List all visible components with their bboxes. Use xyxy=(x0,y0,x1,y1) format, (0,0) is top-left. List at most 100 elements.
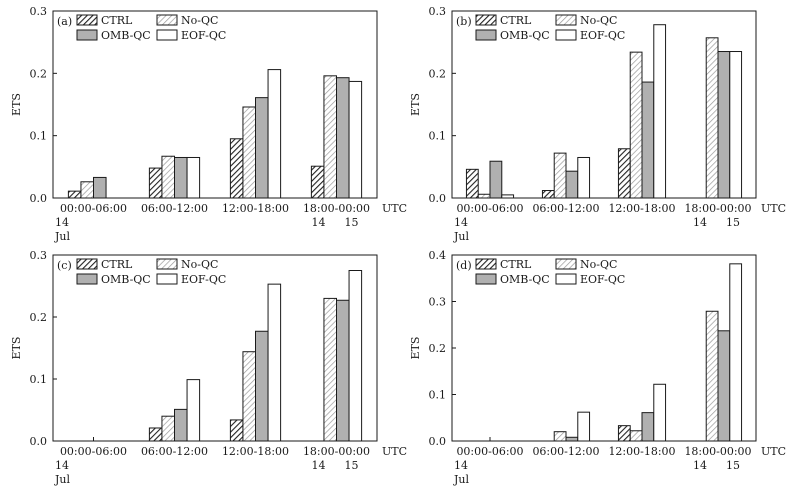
x-tick-label: 06:00-12:00 xyxy=(532,202,599,215)
legend-label-ctrl: CTRL xyxy=(500,258,532,271)
bar-ctrl xyxy=(617,425,631,442)
legend: CTRL No-QC OMB-QC EOF-QC xyxy=(76,14,226,42)
bar-ctrl xyxy=(148,427,163,442)
bar-no-qc xyxy=(323,297,338,442)
y-tick-label: 0.0 xyxy=(30,435,48,448)
x-tick-label: 06:00-12:00 xyxy=(141,445,208,458)
date-label: 14 xyxy=(454,216,468,229)
legend-label-no-qc: No-QC xyxy=(580,258,617,271)
y-tick-label: 0.2 xyxy=(429,67,447,80)
date-label: Jul xyxy=(54,473,70,486)
bar-no-qc xyxy=(553,431,567,442)
bar-eof-qc xyxy=(577,156,591,199)
bar-omb-qc xyxy=(717,51,731,199)
x-tick-label: 18:00-00:00 xyxy=(303,445,370,458)
x-unit-label: UTC xyxy=(761,445,786,458)
date-label: 14 xyxy=(55,459,69,472)
x-tick-label: 12:00-18:00 xyxy=(608,445,675,458)
bar-omb-qc xyxy=(717,330,731,442)
x-tick-label: 06:00-12:00 xyxy=(532,445,599,458)
bar-eof-qc xyxy=(267,283,282,442)
legend-swatch-omb-qc xyxy=(475,273,497,285)
bar-no-qc xyxy=(161,415,176,442)
y-tick-label: 0.3 xyxy=(429,5,447,18)
legend-label-omb-qc: OMB-QC xyxy=(500,273,550,286)
y-tick-label: 0.3 xyxy=(30,5,48,18)
y-tick-label: 0.1 xyxy=(429,130,447,143)
y-tick-label: 0.1 xyxy=(30,130,48,143)
bar-ctrl xyxy=(67,190,82,199)
bar-eof-qc xyxy=(653,24,667,199)
bar-ctrl xyxy=(229,138,244,199)
date-label: 15 xyxy=(345,216,359,229)
legend-label-eof-qc: EOF-QC xyxy=(580,273,625,286)
bar-no-qc xyxy=(242,351,257,442)
date-label: Jul xyxy=(54,230,70,243)
bar-ctrl xyxy=(148,167,163,199)
y-tick-label: 0.1 xyxy=(30,373,48,386)
bar-no-qc xyxy=(80,181,94,199)
legend-swatch-eof-qc xyxy=(156,29,178,41)
bar-eof-qc xyxy=(348,80,363,199)
plot-frame xyxy=(52,10,378,199)
date-label: 15 xyxy=(345,459,359,472)
x-tick-label: 06:00-12:00 xyxy=(141,202,208,215)
y-tick-label: 0.3 xyxy=(30,249,48,262)
x-tick-label: 18:00-00:00 xyxy=(303,202,370,215)
y-tick-label: 0.1 xyxy=(429,389,447,402)
x-unit-label: UTC xyxy=(382,202,407,215)
panel-label: (c) xyxy=(57,259,72,272)
legend-label-ctrl: CTRL xyxy=(101,258,133,271)
y-tick-label: 0.2 xyxy=(30,311,48,324)
y-tick-label: 0.0 xyxy=(30,192,48,205)
legend-swatch-ctrl xyxy=(76,14,98,26)
bar-eof-qc xyxy=(577,411,591,442)
plot-frame xyxy=(451,10,757,199)
bar-eof-qc xyxy=(186,156,201,199)
date-label: Jul xyxy=(453,230,469,243)
bar-ctrl xyxy=(465,168,479,199)
date-label: 15 xyxy=(726,459,740,472)
bar-omb-qc xyxy=(174,408,188,442)
legend-label-no-qc: No-QC xyxy=(181,258,218,271)
legend-swatch-no-qc xyxy=(156,258,178,270)
y-axis-title: ETS xyxy=(409,93,422,116)
legend-label-eof-qc: EOF-QC xyxy=(580,29,625,42)
legend-swatch-ctrl xyxy=(475,258,497,270)
bar-no-qc xyxy=(323,75,338,199)
legend-label-eof-qc: EOF-QC xyxy=(181,273,226,286)
legend-label-no-qc: No-QC xyxy=(580,14,617,27)
bar-eof-qc xyxy=(267,69,282,199)
x-tick-label: 00:00-06:00 xyxy=(456,202,523,215)
bar-omb-qc xyxy=(93,176,107,199)
x-tick-label: 12:00-18:00 xyxy=(608,202,675,215)
bar-omb-qc xyxy=(565,436,579,442)
x-tick-label: 12:00-18:00 xyxy=(222,202,289,215)
bar-omb-qc xyxy=(641,412,655,442)
bar-eof-qc xyxy=(729,263,743,442)
bar-eof-qc xyxy=(186,379,201,442)
date-label: 14 xyxy=(55,216,69,229)
legend-swatch-omb-qc xyxy=(475,29,497,41)
y-tick-label: 0.2 xyxy=(30,67,48,80)
x-unit-label: UTC xyxy=(761,202,786,215)
bar-omb-qc xyxy=(641,81,655,199)
date-label: 14 xyxy=(693,459,707,472)
date-label: Jul xyxy=(453,473,469,486)
bar-ctrl xyxy=(310,165,325,199)
legend-label-omb-qc: OMB-QC xyxy=(101,273,151,286)
legend-swatch-no-qc xyxy=(555,258,577,270)
legend-swatch-eof-qc xyxy=(555,273,577,285)
bar-omb-qc xyxy=(255,330,269,442)
y-tick-label: 0.0 xyxy=(429,192,447,205)
y-axis-title: ETS xyxy=(10,337,23,360)
panel-label: (b) xyxy=(456,15,472,28)
legend-swatch-ctrl xyxy=(475,14,497,26)
legend-swatch-eof-qc xyxy=(555,29,577,41)
y-axis-title: ETS xyxy=(10,93,23,116)
chart-panel-d: 0.0 0.1 0.2 0.3 0.4 ETS (d) 00:00-06:00 06:00-12… xyxy=(409,249,786,486)
panel-label: (d) xyxy=(456,259,472,272)
bar-eof-qc xyxy=(729,51,743,199)
chart-panel-c: 0.0 0.1 0.2 0.3 ETS (c) 00:00-06:00 06:00-12:00… xyxy=(10,249,407,486)
x-tick-label: 00:00-06:00 xyxy=(60,202,127,215)
